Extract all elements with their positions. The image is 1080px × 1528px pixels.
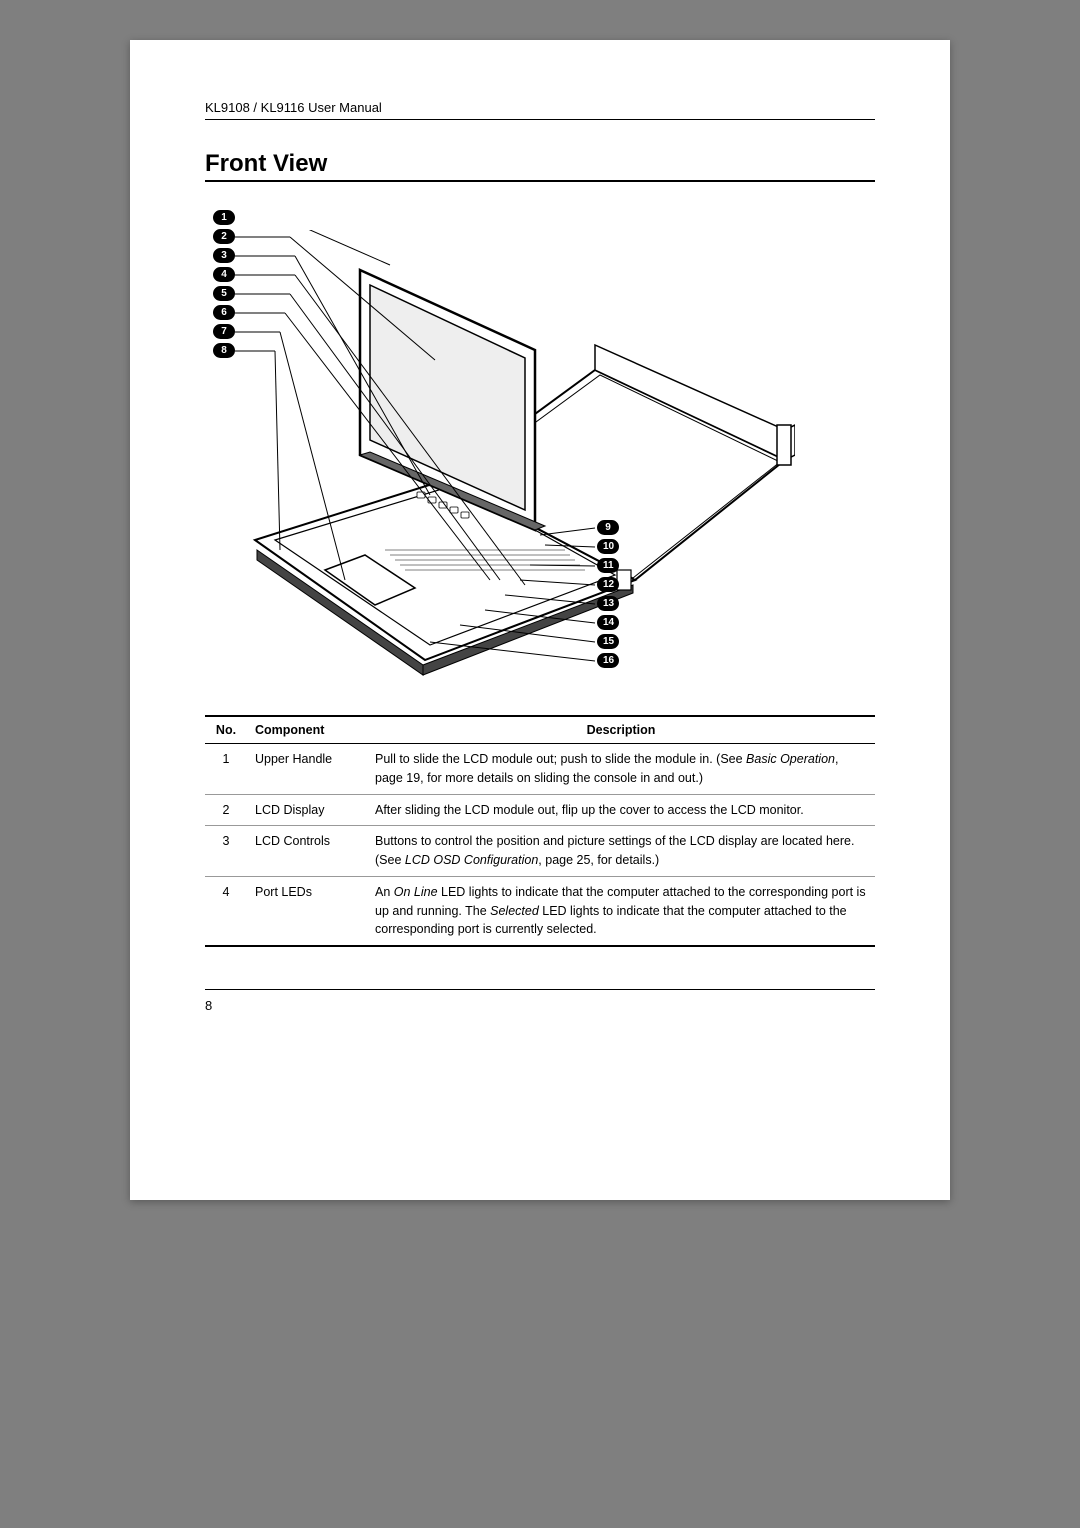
callout-right-stack: 9 10 11 12 13 14 15 16 xyxy=(597,520,619,672)
table-header-row: No. Component Description xyxy=(205,717,875,744)
cell-no: 1 xyxy=(205,744,247,795)
table-row: 3 LCD Controls Buttons to control the po… xyxy=(205,826,875,877)
cell-description: An On Line LED lights to indicate that t… xyxy=(367,876,875,945)
footer-divider xyxy=(205,989,875,990)
table-row: 1 Upper Handle Pull to slide the LCD mod… xyxy=(205,744,875,795)
section-title: Front View xyxy=(205,150,875,178)
callout-8: 8 xyxy=(213,343,235,358)
callout-11: 11 xyxy=(597,558,619,573)
cell-component: LCD Controls xyxy=(247,826,367,877)
document-page: KL9108 / KL9116 User Manual Front View 1… xyxy=(130,40,950,1200)
cell-component: Upper Handle xyxy=(247,744,367,795)
callout-2: 2 xyxy=(213,229,235,244)
cell-description: Pull to slide the LCD module out; push t… xyxy=(367,744,875,795)
callout-7: 7 xyxy=(213,324,235,339)
callout-9: 9 xyxy=(597,520,619,535)
header-description: Description xyxy=(367,717,875,744)
callout-14: 14 xyxy=(597,615,619,630)
title-divider xyxy=(205,180,875,182)
callout-10: 10 xyxy=(597,539,619,554)
callout-5: 5 xyxy=(213,286,235,301)
table-row: 2 LCD Display After sliding the LCD modu… xyxy=(205,794,875,826)
callout-16: 16 xyxy=(597,653,619,668)
device-illustration xyxy=(235,230,795,690)
callout-12: 12 xyxy=(597,577,619,592)
front-view-diagram: 1 2 3 4 5 6 7 8 xyxy=(205,210,875,680)
cell-no: 4 xyxy=(205,876,247,945)
callout-6: 6 xyxy=(213,305,235,320)
callout-15: 15 xyxy=(597,634,619,649)
callout-1: 1 xyxy=(213,210,235,225)
callout-13: 13 xyxy=(597,596,619,611)
header-no: No. xyxy=(205,717,247,744)
header-divider xyxy=(205,119,875,120)
components-table: No. Component Description 1 Upper Handle… xyxy=(205,717,875,945)
cell-no: 3 xyxy=(205,826,247,877)
cell-component: LCD Display xyxy=(247,794,367,826)
callout-3: 3 xyxy=(213,248,235,263)
header-component: Component xyxy=(247,717,367,744)
table-row: 4 Port LEDs An On Line LED lights to ind… xyxy=(205,876,875,945)
cell-no: 2 xyxy=(205,794,247,826)
cell-description: After sliding the LCD module out, flip u… xyxy=(367,794,875,826)
page-header: KL9108 / KL9116 User Manual xyxy=(205,100,875,115)
cell-component: Port LEDs xyxy=(247,876,367,945)
callout-left-stack: 1 2 3 4 5 6 7 8 xyxy=(213,210,235,362)
page-number: 8 xyxy=(205,998,875,1013)
callout-4: 4 xyxy=(213,267,235,282)
cell-description: Buttons to control the position and pict… xyxy=(367,826,875,877)
components-table-wrap: No. Component Description 1 Upper Handle… xyxy=(205,715,875,947)
